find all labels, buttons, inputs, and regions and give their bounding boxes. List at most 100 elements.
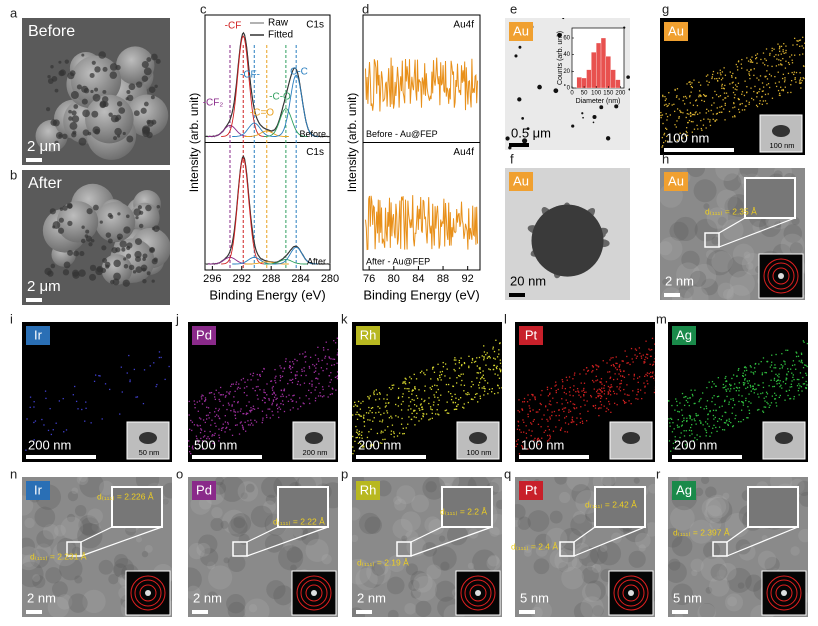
signal-dot (243, 387, 246, 389)
signal-dot (290, 368, 292, 370)
signal-dot (676, 88, 679, 90)
spectrum-label: C1s (306, 20, 324, 31)
signal-dot (498, 349, 500, 351)
signal-dot (369, 445, 372, 447)
signal-dot (379, 442, 381, 444)
signal-dot (638, 347, 641, 349)
texture (396, 485, 416, 505)
signal-dot (664, 99, 667, 102)
signal-dot (766, 401, 768, 404)
signal-dot (47, 429, 50, 432)
signal-dot (773, 367, 775, 369)
signal-dot (622, 360, 624, 362)
signal-dot (479, 372, 482, 374)
signal-dot (287, 382, 289, 385)
histogram-bar (596, 42, 602, 89)
signal-dot (285, 358, 287, 360)
signal-dot (205, 441, 207, 443)
signal-dot (276, 397, 278, 400)
signal-dot (405, 427, 407, 429)
signal-dot (411, 390, 413, 392)
signal-dot (615, 362, 617, 364)
signal-dot (456, 405, 458, 407)
signal-dot (778, 81, 780, 83)
signal-dot (533, 439, 535, 441)
signal-dot (797, 390, 799, 392)
signal-dot (402, 381, 404, 383)
signal-dot (276, 403, 278, 405)
pore (107, 238, 113, 244)
signal-dot (741, 102, 743, 105)
signal-dot (731, 82, 733, 84)
signal-dot (625, 401, 627, 404)
signal-dot (798, 378, 800, 381)
signal-dot (618, 366, 620, 368)
texture (660, 241, 673, 256)
texture (230, 513, 252, 534)
signal-dot (732, 116, 734, 118)
signal-dot (381, 421, 383, 423)
signal-dot (708, 81, 710, 83)
signal-dot (193, 424, 196, 426)
pore (91, 110, 99, 118)
signal-dot (773, 55, 775, 58)
texture (221, 509, 247, 535)
signal-dot (714, 120, 716, 123)
signal-dot (336, 377, 338, 380)
signal-dot (550, 387, 552, 390)
signal-dot (467, 401, 469, 404)
signal-dot (644, 392, 646, 394)
signal-dot (745, 369, 748, 372)
signal-dot (481, 355, 483, 357)
signal-dot (216, 414, 218, 416)
signal-dot (768, 406, 770, 408)
signal-dot (378, 411, 380, 413)
signal-dot (671, 104, 673, 106)
signal-dot (702, 424, 704, 426)
label-box (519, 326, 543, 345)
signal-dot (691, 433, 693, 435)
signal-dot (468, 365, 470, 367)
signal-dot (380, 432, 382, 434)
texture (213, 481, 227, 495)
signal-dot (711, 104, 713, 106)
component (244, 130, 289, 137)
signal-dot (787, 72, 790, 75)
signal-dot (201, 394, 203, 396)
texture (29, 548, 49, 568)
signal-dot (360, 415, 363, 417)
signal-dot (136, 396, 139, 398)
texture (745, 574, 763, 592)
signal-dot (766, 78, 769, 80)
signal-dot (681, 392, 684, 395)
texture (410, 570, 429, 589)
fft-ring (766, 575, 802, 611)
signal-dot (381, 442, 383, 444)
signal-dot (330, 372, 332, 374)
signal-dot (783, 81, 786, 83)
signal-dot (740, 421, 742, 423)
signal-dot (685, 395, 687, 398)
label-box (672, 481, 696, 500)
signal-dot (430, 408, 432, 410)
signal-dot (632, 361, 634, 363)
scale-bar (192, 455, 262, 459)
signal-dot (282, 395, 284, 397)
signal-dot (678, 426, 680, 428)
signal-dot (762, 357, 765, 359)
signal-dot (483, 351, 486, 353)
signal-dot (578, 391, 580, 393)
signal-dot (716, 430, 718, 433)
signal-dot (496, 356, 499, 358)
signal-dot (404, 377, 406, 379)
signal-dot (583, 391, 586, 394)
signal-dot (694, 420, 696, 422)
pore (140, 107, 147, 114)
signal-dot (796, 352, 798, 354)
signal-dot (796, 43, 798, 46)
scale-bar (519, 455, 589, 459)
signal-dot (754, 371, 756, 373)
pore (146, 57, 152, 63)
signal-dot (731, 425, 734, 428)
signal-dot (247, 412, 249, 415)
